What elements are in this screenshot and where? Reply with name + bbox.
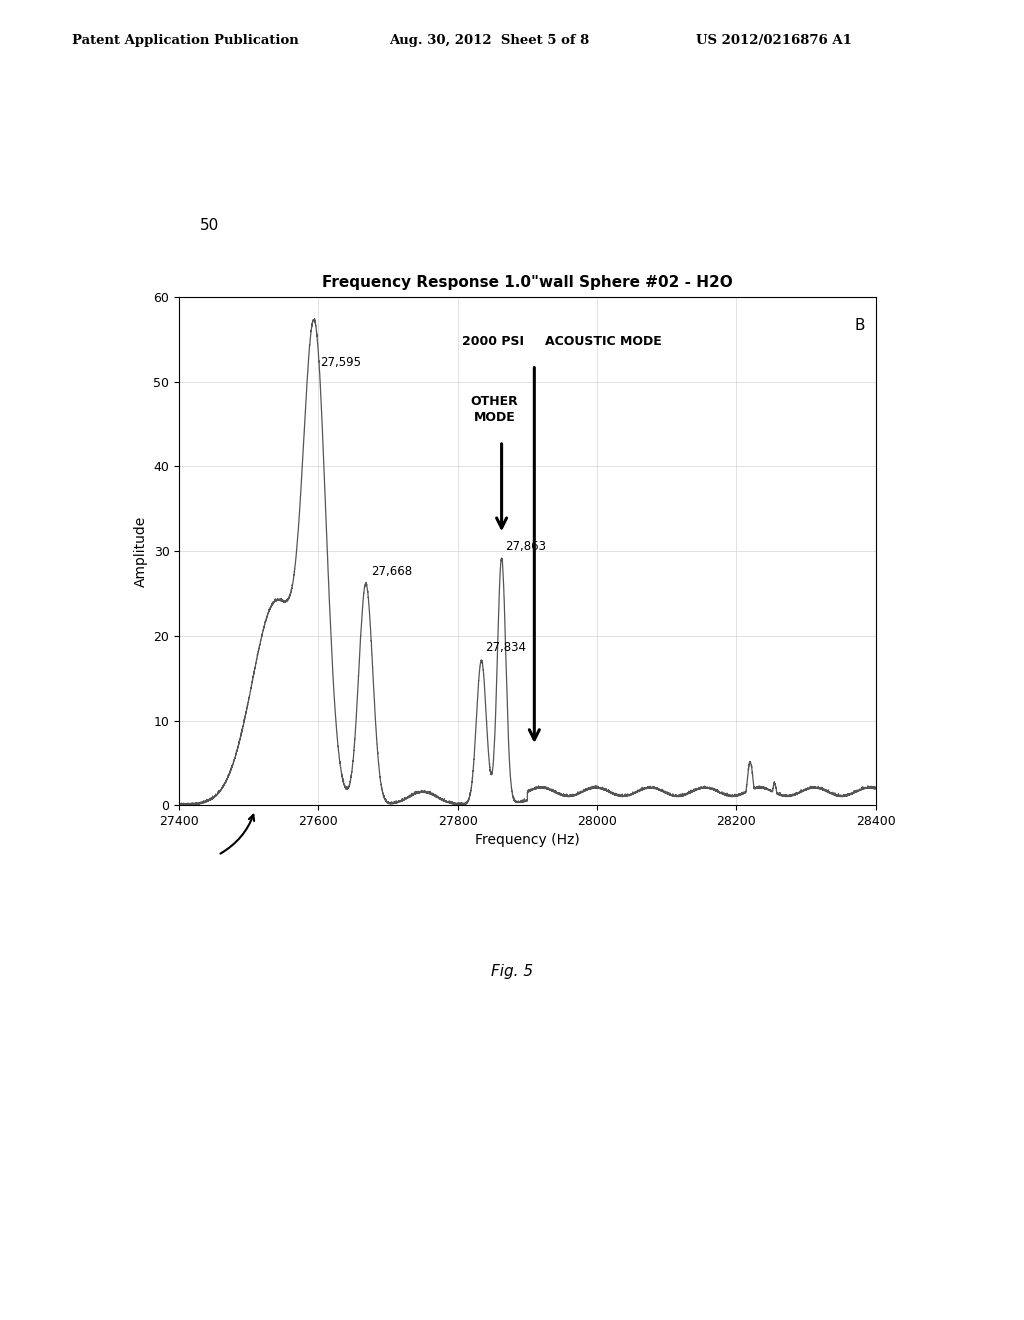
Text: 27,834: 27,834 <box>485 642 526 655</box>
Text: Patent Application Publication: Patent Application Publication <box>72 34 298 48</box>
Text: ACOUSTIC MODE: ACOUSTIC MODE <box>545 335 662 348</box>
Text: OTHER
MODE: OTHER MODE <box>471 395 518 424</box>
Text: B: B <box>855 318 865 333</box>
Text: 2000 PSI: 2000 PSI <box>462 335 524 348</box>
Text: Fig. 5: Fig. 5 <box>490 964 534 978</box>
Text: 27,595: 27,595 <box>321 356 361 370</box>
Text: 50: 50 <box>200 218 219 232</box>
Text: 27,668: 27,668 <box>372 565 413 578</box>
Y-axis label: Amplitude: Amplitude <box>134 516 147 586</box>
X-axis label: Frequency (Hz): Frequency (Hz) <box>475 833 580 847</box>
Text: Aug. 30, 2012  Sheet 5 of 8: Aug. 30, 2012 Sheet 5 of 8 <box>389 34 590 48</box>
Title: Frequency Response 1.0"wall Sphere #02 - H2O: Frequency Response 1.0"wall Sphere #02 -… <box>322 276 733 290</box>
Text: US 2012/0216876 A1: US 2012/0216876 A1 <box>696 34 852 48</box>
Text: 27,863: 27,863 <box>505 540 546 553</box>
